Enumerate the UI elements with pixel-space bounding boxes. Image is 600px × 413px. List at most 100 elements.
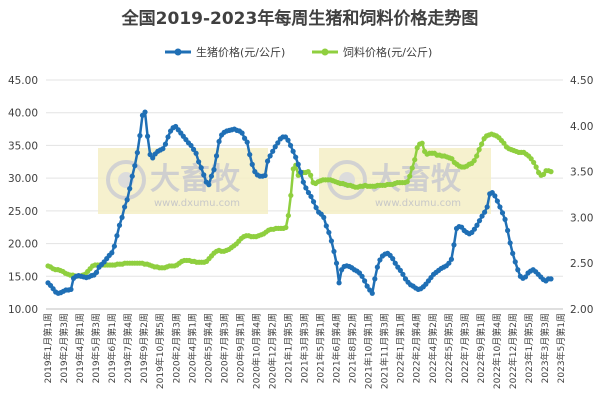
x-tick: 2019年6月第1周 [106, 313, 118, 383]
data-point [144, 133, 151, 139]
data-point [267, 153, 273, 159]
y-tick-left: 30.00 [8, 173, 38, 185]
x-tick: 2022年5月第5周 [443, 313, 455, 383]
data-point [201, 172, 207, 178]
data-point [216, 138, 222, 145]
data-point [449, 156, 455, 162]
data-point [333, 260, 340, 266]
data-point [249, 161, 255, 167]
x-tick: 2021年1月第5周 [282, 313, 294, 383]
series-feed-price [45, 131, 554, 279]
data-point [165, 134, 171, 140]
x-tick: 2020年7月第3周 [218, 313, 230, 383]
data-point [369, 290, 375, 296]
x-tick: 2022年12月第2周 [507, 313, 519, 389]
data-point [510, 250, 516, 256]
y-tick-right: 2.50 [570, 258, 593, 270]
x-tick: 2019年4月第1周 [74, 313, 86, 383]
x-axis: 2019年1月第1周 2019年2月第3周 2019年4月第1周 2019年5月第3周… [42, 313, 567, 389]
data-point [93, 269, 100, 275]
data-point [239, 130, 245, 136]
x-tick: 2019年5月第3周 [90, 313, 102, 383]
x-tick: 2023年5月第1周 [555, 313, 567, 383]
data-point [471, 158, 477, 164]
data-point [533, 164, 539, 170]
x-tick: 2020年9月第1周 [234, 313, 246, 383]
data-point [471, 226, 477, 232]
x-tick: 2021年10月第1周 [363, 313, 375, 389]
data-point [522, 274, 529, 280]
x-tick: 2023年3月第3周 [539, 313, 551, 383]
data-point [262, 172, 268, 179]
data-point [310, 199, 317, 205]
x-tick: 2019年1月第1周 [42, 313, 54, 383]
data-point [484, 204, 490, 210]
data-point [196, 159, 202, 165]
data-point [275, 140, 281, 146]
data-point [300, 179, 306, 185]
x-tick: 2019年7月第4周 [122, 313, 134, 383]
data-point [479, 213, 485, 219]
x-tick: 2022年1月第1周 [395, 313, 407, 383]
data-point [244, 139, 250, 145]
data-point [134, 150, 140, 156]
data-point [190, 146, 197, 152]
data-point [372, 276, 378, 282]
data-point [515, 267, 521, 273]
data-point [512, 259, 518, 265]
y-tick-right: 2.00 [570, 304, 593, 316]
x-tick: 2021年8月第2周 [347, 313, 359, 383]
data-point [448, 256, 455, 262]
y-axis-left: 10.00 15.00 20.00 25.00 30.00 35.00 40.00 45.00 [8, 75, 38, 316]
legend-item: 饲料价格(元/公斤) [312, 45, 432, 59]
data-point [397, 267, 403, 273]
x-tick: 2022年2月第4周 [411, 313, 423, 383]
data-point [321, 214, 327, 220]
legend-label: 生猪价格(元/公斤) [196, 45, 285, 59]
y-tick-right: 4.50 [570, 75, 593, 87]
data-point [476, 147, 482, 153]
data-point [409, 165, 415, 171]
data-point [504, 227, 511, 234]
y-tick-right: 3.50 [570, 167, 593, 179]
data-point [364, 283, 370, 289]
x-tick: 2020年4月第1周 [186, 313, 198, 383]
data-point [400, 271, 406, 277]
data-point [326, 229, 332, 236]
legend: 生猪价格(元/公斤) 饲料价格(元/公斤) [165, 45, 432, 59]
data-point [507, 240, 513, 246]
data-point [336, 280, 342, 286]
data-point [119, 214, 125, 220]
x-tick: 2021年3月第3周 [299, 313, 311, 383]
data-point [497, 204, 503, 210]
y-tick-left: 45.00 [8, 75, 38, 87]
data-point [499, 210, 506, 216]
legend-item: 生猪价格(元/公斤) [165, 45, 285, 59]
data-point [114, 233, 120, 239]
x-tick: 2022年10月第4周 [491, 313, 503, 389]
data-point [285, 137, 291, 143]
y-tick-left: 10.00 [8, 304, 38, 316]
data-point [359, 273, 365, 279]
data-point [160, 146, 166, 152]
data-point [272, 144, 278, 150]
data-point [374, 264, 380, 270]
data-point [213, 153, 220, 159]
data-point [188, 142, 194, 149]
data-point [390, 256, 396, 262]
x-tick: 2019年9月第2周 [138, 313, 150, 383]
data-point [328, 238, 335, 244]
y-tick-right: 3.00 [570, 212, 593, 224]
legend-label: 饲料价格(元/公斤) [343, 45, 432, 59]
data-point [451, 242, 457, 248]
y-tick-left: 25.00 [8, 206, 38, 218]
data-point [303, 185, 309, 191]
y-tick-left: 20.00 [8, 239, 38, 251]
data-point [479, 141, 485, 147]
y-axis-right: 2.00 2.50 3.00 3.50 4.00 4.50 [570, 75, 593, 316]
data-point [323, 223, 329, 229]
data-point [111, 243, 117, 249]
watermark-brand: 大畜牧 [371, 162, 462, 197]
data-point [270, 148, 276, 154]
